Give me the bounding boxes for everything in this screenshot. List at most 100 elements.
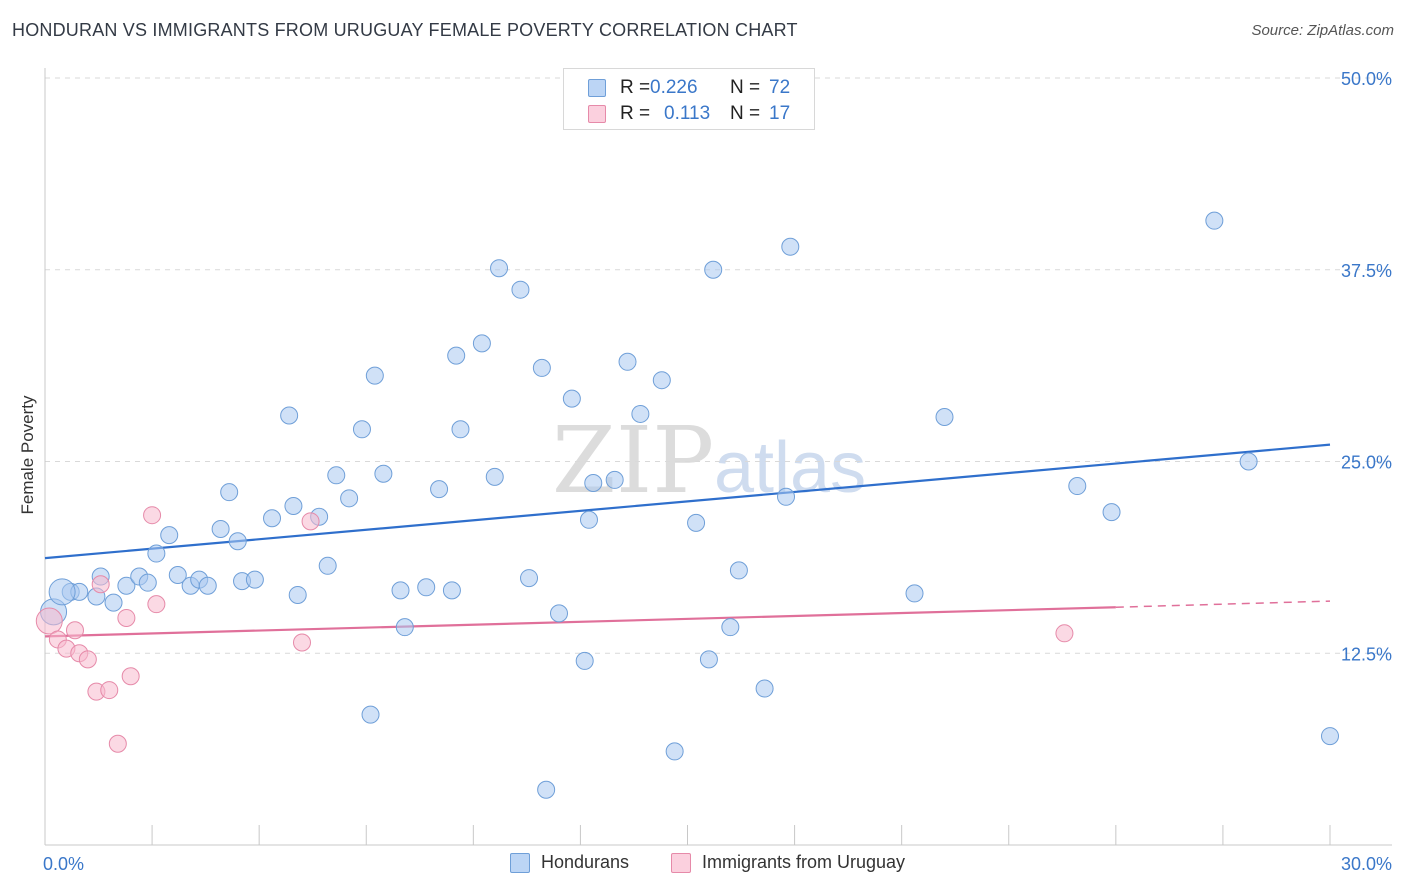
point-hondurans — [395, 618, 414, 637]
data-points — [35, 211, 1339, 799]
point-uruguay — [117, 608, 136, 627]
source-label: Source: ZipAtlas.com — [1251, 22, 1394, 39]
point-hondurans — [447, 346, 466, 365]
point-hondurans — [117, 576, 136, 595]
gridlines — [45, 77, 1392, 654]
point-uruguay — [1055, 624, 1074, 643]
point-hondurans — [318, 556, 337, 575]
point-hondurans — [48, 578, 76, 606]
tick-labels: 12.5% 25.0% 37.5% 50.0% 0.0% 30.0% — [43, 69, 1392, 874]
point-uruguay — [301, 512, 320, 531]
legend-swatch-hondurans — [588, 79, 606, 97]
point-hondurans — [562, 389, 581, 408]
point-hondurans — [485, 467, 504, 486]
point-hondurans — [511, 280, 530, 299]
point-hondurans — [579, 510, 598, 529]
point-hondurans — [211, 519, 230, 538]
point-hondurans — [280, 406, 299, 425]
point-hondurans — [935, 408, 954, 427]
point-hondurans — [1205, 211, 1224, 230]
point-hondurans — [704, 260, 723, 279]
point-uruguay — [147, 595, 166, 614]
y-tick-label: 25.0% — [1341, 453, 1392, 473]
trendline-uruguay-extension — [1115, 600, 1331, 608]
point-hondurans — [1068, 477, 1087, 496]
point-hondurans — [168, 566, 187, 585]
x-tick-label: 30.0% — [1341, 854, 1392, 874]
legend-swatch-uruguay — [588, 105, 606, 123]
point-uruguay — [108, 734, 127, 753]
point-hondurans — [288, 585, 307, 604]
point-uruguay — [78, 650, 97, 669]
point-hondurans — [245, 570, 264, 589]
point-hondurans — [755, 679, 774, 698]
point-hondurans — [327, 466, 346, 485]
point-hondurans — [699, 650, 718, 669]
legend-label-uruguay: Immigrants from Uruguay — [702, 852, 906, 872]
trendlines — [44, 443, 1331, 638]
point-hondurans — [550, 604, 568, 623]
trendline-uruguay — [44, 606, 1116, 638]
legend-swatch-hondurans — [510, 853, 530, 873]
point-hondurans — [391, 581, 410, 600]
point-hondurans — [374, 464, 393, 483]
point-hondurans — [451, 420, 470, 439]
point-hondurans — [490, 259, 509, 278]
point-hondurans — [781, 237, 800, 256]
point-hondurans — [631, 404, 650, 423]
point-hondurans — [605, 470, 624, 489]
legend-label-hondurans: Hondurans — [541, 852, 630, 872]
point-uruguay — [121, 667, 140, 686]
point-hondurans — [220, 483, 239, 502]
legend-r-value: 0.113 — [664, 103, 711, 124]
y-tick-label: 12.5% — [1341, 644, 1392, 664]
point-hondurans — [417, 578, 436, 597]
point-uruguay — [91, 575, 110, 594]
point-hondurans — [575, 651, 594, 670]
point-hondurans — [729, 561, 748, 580]
point-uruguay — [100, 681, 119, 700]
point-hondurans — [430, 480, 449, 499]
point-hondurans — [777, 487, 796, 506]
legend-n-label: N = — [730, 77, 761, 98]
legend-r-label: R = — [620, 77, 651, 98]
axes — [44, 68, 1392, 846]
point-hondurans — [721, 618, 740, 637]
point-hondurans — [1239, 452, 1258, 471]
point-hondurans — [365, 366, 384, 385]
point-hondurans — [228, 532, 247, 551]
trendline-hondurans — [44, 443, 1331, 560]
legend-n-value: 17 — [769, 103, 791, 124]
point-hondurans — [472, 334, 491, 353]
point-hondurans — [198, 576, 217, 595]
chart-title: HONDURAN VS IMMIGRANTS FROM URUGUAY FEMA… — [12, 20, 798, 40]
point-hondurans — [147, 544, 166, 563]
point-hondurans — [652, 371, 671, 390]
point-hondurans — [618, 352, 637, 371]
legend-n-value: 72 — [769, 77, 791, 98]
watermark-zip: ZIP — [552, 407, 714, 514]
point-uruguay — [293, 633, 311, 652]
legend-r-label: R = — [620, 103, 651, 124]
legend-stats: R = 0.226 N = 72 R = 0.113 N = 17 — [563, 68, 815, 130]
point-hondurans — [160, 526, 179, 545]
point-hondurans — [340, 489, 359, 508]
point-hondurans — [442, 581, 461, 600]
point-hondurans — [1321, 727, 1339, 746]
point-hondurans — [284, 496, 303, 515]
legend-r-value: 0.226 — [650, 77, 698, 98]
point-hondurans — [104, 593, 123, 612]
x-tick-label: 0.0% — [43, 854, 84, 874]
point-uruguay — [35, 607, 63, 635]
point-hondurans — [537, 780, 556, 799]
point-hondurans — [532, 358, 551, 377]
point-hondurans — [1102, 503, 1121, 522]
legend-swatch-uruguay — [671, 853, 691, 873]
point-hondurans — [361, 705, 380, 724]
y-tick-label: 50.0% — [1341, 69, 1392, 89]
legend-n-label: N = — [730, 103, 761, 124]
point-hondurans — [263, 509, 282, 528]
point-hondurans — [905, 584, 924, 603]
point-hondurans — [665, 742, 684, 761]
